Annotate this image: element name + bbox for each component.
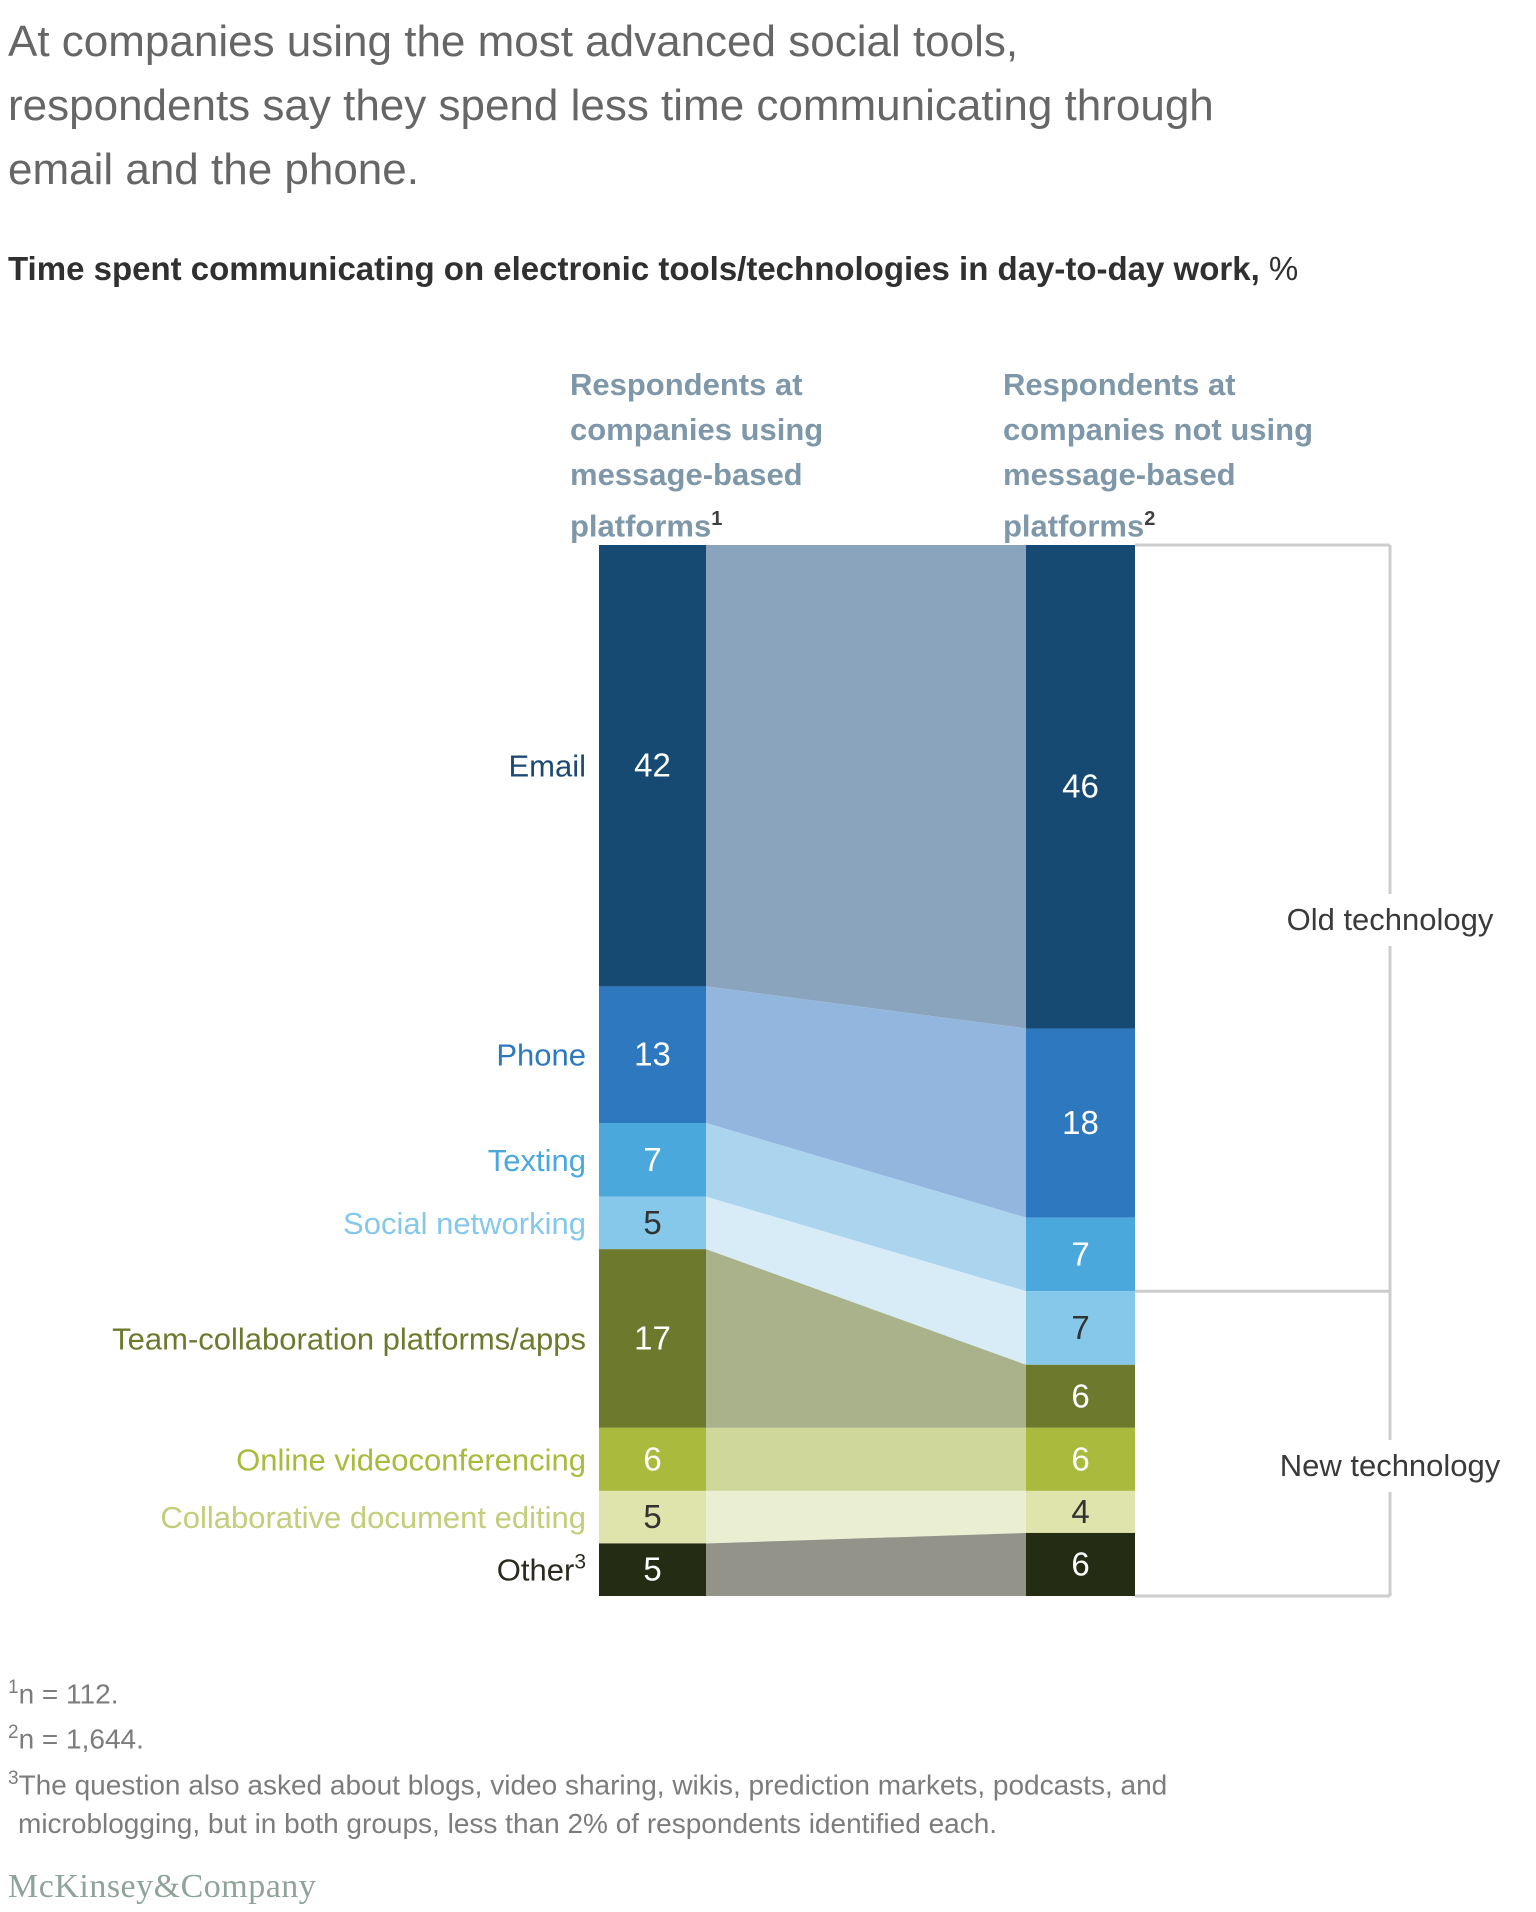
footnote-marker: 2 — [8, 1722, 19, 1744]
bar-segment-collaborative-document-editing-not-using — [1026, 1490, 1135, 1533]
column-header-line: companies using — [570, 412, 824, 447]
bar-segment-phone-not-using — [1026, 1028, 1135, 1218]
flow-band-social-networking — [706, 1196, 1026, 1365]
bar-segment-email-not-using — [1026, 545, 1135, 1029]
footnote-text: microblogging, but in both groups, less … — [18, 1807, 998, 1839]
flow-band-other — [706, 1532, 1026, 1596]
category-label-email: Email — [508, 749, 586, 784]
bracket-label-old-technology: Old technology — [1276, 894, 1504, 946]
value-label-other-using: 5 — [643, 1551, 661, 1588]
footnote-marker: 3 — [8, 1767, 19, 1789]
value-label-texting-using: 7 — [643, 1141, 661, 1178]
bar-segment-team-collaboration-platforms-apps-using — [599, 1249, 706, 1428]
value-label-social-networking-using: 5 — [643, 1204, 661, 1241]
bar-segment-online-videoconferencing-not-using — [1026, 1427, 1135, 1491]
flow-band-online-videoconferencing — [706, 1427, 1026, 1491]
page-title-line: email and the phone. — [8, 145, 419, 194]
flow-band-phone — [706, 986, 1026, 1218]
bar-segment-collaborative-document-editing-using — [599, 1490, 706, 1544]
column-header-line: companies not using — [1003, 412, 1314, 447]
category-label-texting: Texting — [488, 1143, 586, 1178]
footnote-text: The question also asked about blogs, vid… — [18, 1768, 1168, 1800]
flow-band-team-collaboration-platforms-apps — [706, 1249, 1026, 1428]
bar-segment-team-collaboration-platforms-apps-not-using — [1026, 1364, 1135, 1428]
category-label-other: Other3 — [497, 1551, 586, 1588]
bar-segment-online-videoconferencing-using — [599, 1427, 706, 1491]
chart-subtitle-text: Time spent communicating on electronic t… — [8, 250, 1260, 287]
footnote-text: n = 112. — [18, 1678, 119, 1710]
footnotes: 1n = 112. 2n = 1,644. 3The question also a… — [8, 1668, 1328, 1843]
flow-band-texting — [706, 1123, 1026, 1292]
category-label-social-networking: Social networking — [343, 1206, 586, 1241]
bar-segment-email-using — [599, 545, 706, 987]
flow-band-email — [706, 545, 1026, 1029]
chart-subtitle-unit: % — [1268, 250, 1299, 287]
column-header-line: Respondents at — [1003, 367, 1236, 402]
column-header-line: platforms1 — [570, 497, 823, 548]
value-label-online-videoconferencing-not-using: 6 — [1071, 1440, 1089, 1477]
column-header-line-text: platforms — [1003, 508, 1145, 544]
column-header-line: message-based — [570, 457, 803, 492]
column-header-line-text: platforms — [570, 508, 712, 544]
value-label-social-networking-not-using: 7 — [1071, 1309, 1089, 1346]
category-label-team-collaboration-platforms-apps: Team-collaboration platforms/apps — [112, 1322, 586, 1357]
category-label-collaborative-document-editing: Collaborative document editing — [160, 1500, 586, 1535]
footnote: 2n = 1,644. — [8, 1713, 1328, 1758]
bar-segment-other-using — [599, 1543, 706, 1596]
chart-subtitle: Time spent communicating on electronic t… — [8, 250, 1298, 288]
column-header-not-using-platforms: Respondents at companies not using messa… — [1003, 362, 1313, 548]
page-title-line: respondents say they spend less time com… — [8, 81, 1214, 130]
bar-segment-social-networking-using — [599, 1196, 706, 1250]
value-label-phone-not-using: 18 — [1062, 1104, 1099, 1141]
column-header-line: Respondents at — [570, 367, 803, 402]
value-label-team-collaboration-platforms-apps-using: 17 — [634, 1320, 671, 1357]
footnote: 3The question also asked about blogs, vi… — [8, 1759, 1328, 1843]
value-label-collaborative-document-editing-not-using: 4 — [1071, 1493, 1089, 1530]
footnote-marker: 2 — [1144, 508, 1156, 530]
value-label-texting-not-using: 7 — [1071, 1235, 1089, 1272]
footnote-marker: 1 — [711, 508, 723, 530]
value-label-collaborative-document-editing-using: 5 — [643, 1498, 661, 1535]
bar-segment-texting-not-using — [1026, 1217, 1135, 1292]
value-label-phone-using: 13 — [634, 1036, 671, 1073]
category-label-online-videoconferencing: Online videoconferencing — [236, 1442, 586, 1477]
bar-segment-phone-using — [599, 986, 706, 1124]
value-label-other-not-using: 6 — [1071, 1545, 1089, 1582]
flow-band-collaborative-document-editing — [706, 1490, 1026, 1544]
footnote: 1n = 112. — [8, 1668, 1328, 1713]
bar-segment-other-not-using — [1026, 1532, 1135, 1596]
column-header-using-platforms: Respondents at companies using message-b… — [570, 362, 823, 548]
footnote-text: n = 1,644. — [18, 1723, 144, 1755]
column-header-line: message-based — [1003, 457, 1236, 492]
value-label-team-collaboration-platforms-apps-not-using: 6 — [1071, 1377, 1089, 1414]
bar-segment-texting-using — [599, 1123, 706, 1197]
footnote-marker: 1 — [8, 1677, 19, 1698]
category-label-phone: Phone — [496, 1038, 586, 1073]
bracket-label-new-technology: New technology — [1269, 1440, 1511, 1492]
mckinsey-logo: McKinsey&Company — [8, 1868, 317, 1905]
value-label-email-using: 42 — [634, 747, 671, 784]
bar-segment-social-networking-not-using — [1026, 1291, 1135, 1365]
page-title: At companies using the most advanced soc… — [8, 10, 1214, 202]
value-label-email-not-using: 46 — [1062, 768, 1099, 805]
value-label-online-videoconferencing-using: 6 — [643, 1440, 661, 1477]
column-header-line: platforms2 — [1003, 497, 1313, 548]
page-title-line: At companies using the most advanced soc… — [8, 17, 1019, 66]
